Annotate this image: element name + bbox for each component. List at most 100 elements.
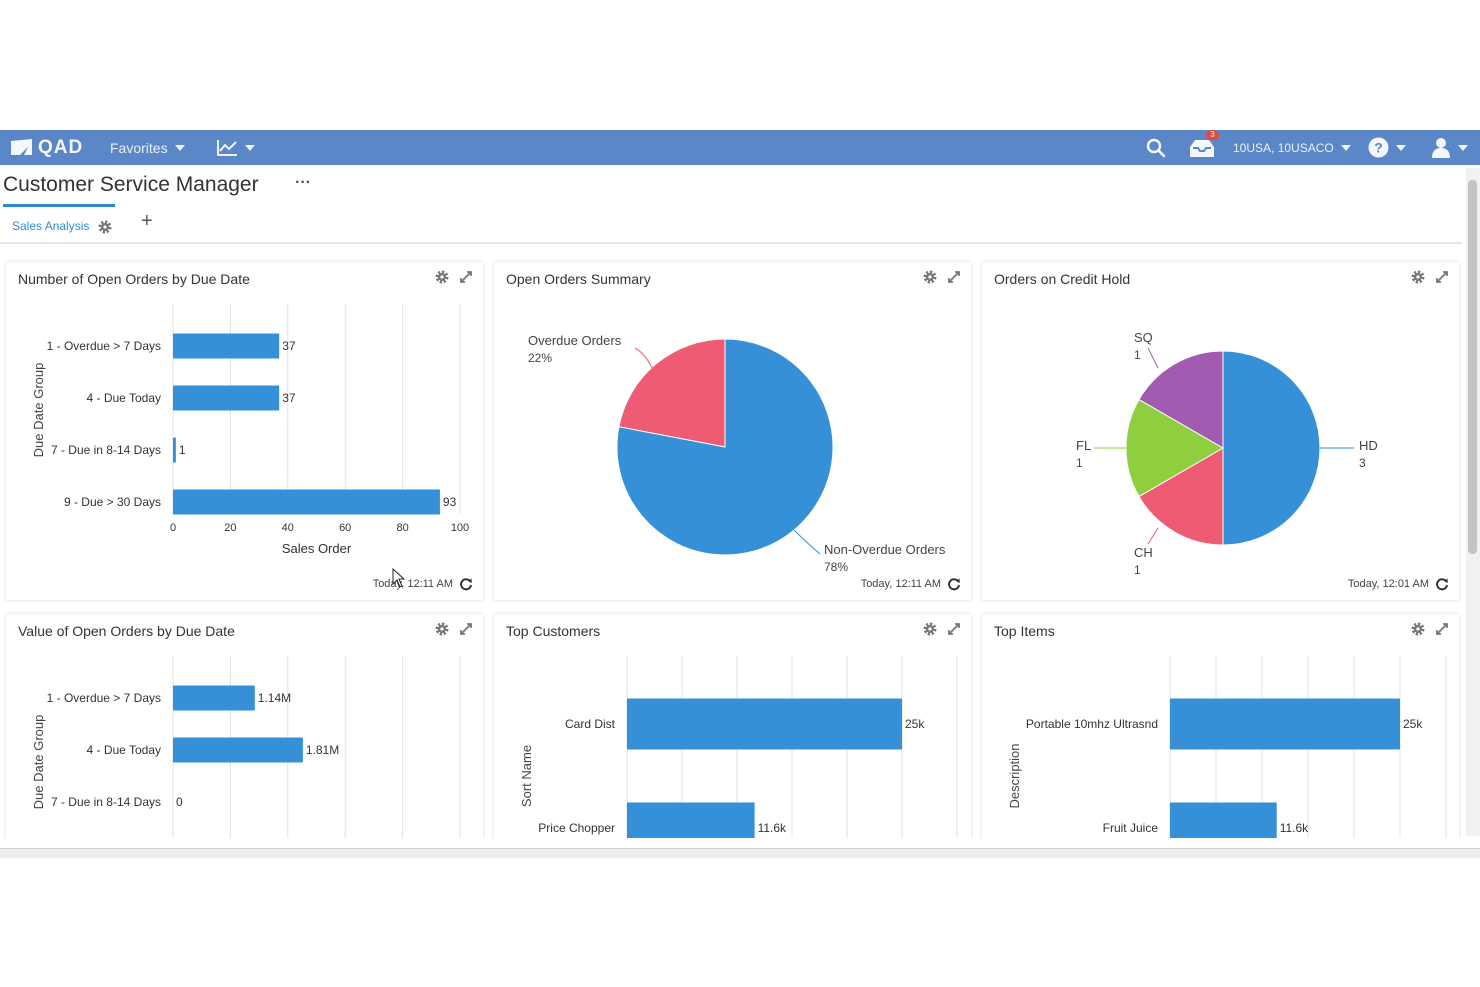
vertical-scrollbar[interactable] xyxy=(1466,168,1480,836)
gear-icon[interactable] xyxy=(98,220,112,234)
value-open-orders-bar-chart: 1 - Overdue > 7 Days 1.14M 4 - Due Today 1.… xyxy=(31,656,461,838)
user-menu[interactable] xyxy=(1431,130,1468,165)
help-icon: ? xyxy=(1368,137,1389,158)
horizontal-scrollbar[interactable] xyxy=(0,848,1480,858)
data-label: 93 xyxy=(443,495,457,509)
category-label: 7 - Due in 8-14 Days xyxy=(51,795,161,809)
entity-selector[interactable]: 10USA, 10USACO xyxy=(1233,130,1351,165)
slice-value: 1 xyxy=(1076,456,1083,470)
open-orders-bar-chart: 1 - Overdue > 7 Days 37 4 - Due Today 37 7 -… xyxy=(31,304,469,556)
category-label: 4 - Due Today xyxy=(87,743,162,757)
x-axis-label: Sales Order xyxy=(282,541,352,556)
widget-top-items: Top Items Portable 10mhz Ultrasnd 25k Frui… xyxy=(982,614,1459,838)
scrollbar-thumb[interactable] xyxy=(1468,180,1477,554)
expand-icon[interactable] xyxy=(947,270,961,284)
slice-value: 22% xyxy=(528,351,552,365)
tab-sales-analysis[interactable]: Sales Analysis xyxy=(3,204,115,243)
favorites-label: Favorites xyxy=(110,139,168,156)
favorites-menu[interactable]: Favorites xyxy=(110,130,185,165)
category-label: Card Dist xyxy=(565,717,616,731)
y-axis-label: Due Date Group xyxy=(31,363,46,458)
slice-label: Non-Overdue Orders xyxy=(824,542,946,557)
data-label: 1 xyxy=(179,443,186,457)
add-tab-button[interactable]: + xyxy=(141,210,153,232)
bar xyxy=(173,737,303,763)
app-window: QAD Favorites 3 10USA, 1 xyxy=(0,130,1480,858)
widget-top-customers: Top Customers Card Dist 25k Price Chopper 1… xyxy=(494,614,971,838)
mouse-cursor-icon xyxy=(392,568,406,588)
data-label: 11.6k xyxy=(758,821,787,835)
widget-title: Number of Open Orders by Due Date xyxy=(18,271,250,287)
search-button[interactable] xyxy=(1146,130,1166,165)
gear-icon[interactable] xyxy=(923,622,937,636)
dashboard-content: Number of Open Orders by Due Date 1 - Ov… xyxy=(0,248,1466,838)
pie-slice xyxy=(1125,398,1224,498)
slice-label: Overdue Orders xyxy=(528,333,622,348)
bar xyxy=(173,685,255,711)
logo-text: QAD xyxy=(38,136,84,158)
y-axis-label: Due Date Group xyxy=(31,715,46,810)
leader-line xyxy=(793,529,821,555)
tick-label: 20 xyxy=(224,522,236,534)
expand-icon[interactable] xyxy=(1435,270,1449,284)
qad-logo-icon xyxy=(11,138,32,155)
tab-label: Sales Analysis xyxy=(12,219,90,233)
data-label: 1.14M xyxy=(258,691,291,705)
qad-logo[interactable]: QAD xyxy=(10,130,83,165)
inbox-icon xyxy=(1190,139,1214,157)
bar xyxy=(1170,802,1277,838)
help-menu[interactable]: ? xyxy=(1368,130,1406,165)
gear-icon[interactable] xyxy=(923,270,937,284)
category-label: 1 - Overdue > 7 Days xyxy=(47,339,161,353)
analytics-menu[interactable] xyxy=(216,130,255,165)
bar xyxy=(627,698,902,750)
top-customers-bar-chart: Card Dist 25k Price Chopper 11.6k Sort Name xyxy=(519,656,958,838)
data-label: 11.6k xyxy=(1280,821,1309,835)
more-options-button[interactable]: ··· xyxy=(295,174,311,191)
tick-label: 0 xyxy=(170,522,176,534)
tick-label: 100 xyxy=(451,522,469,534)
chevron-down-icon xyxy=(1396,144,1406,151)
last-updated: Today, 12:01 AM xyxy=(1347,578,1429,590)
pie-slice xyxy=(1138,447,1224,546)
bar xyxy=(627,802,755,838)
gear-icon[interactable] xyxy=(1411,270,1425,284)
bar xyxy=(173,489,440,515)
pie-slice xyxy=(1138,350,1224,449)
refresh-icon[interactable] xyxy=(947,577,961,591)
category-label: 7 - Due in 8-14 Days xyxy=(51,443,161,457)
slice-label: CH xyxy=(1134,545,1153,560)
gear-icon[interactable] xyxy=(1411,622,1425,636)
tick-label: 40 xyxy=(282,522,294,534)
data-label: 25k xyxy=(905,717,925,731)
widget-open-orders-by-due-date: Number of Open Orders by Due Date 1 - Ov… xyxy=(6,262,483,600)
refresh-icon[interactable] xyxy=(1435,577,1449,591)
y-axis-label: Sort Name xyxy=(519,745,534,807)
expand-icon[interactable] xyxy=(947,622,961,636)
pie-slice xyxy=(1222,350,1321,546)
entity-label: 10USA, 10USACO xyxy=(1233,140,1334,155)
page-title: Customer Service Manager xyxy=(3,173,259,196)
open-orders-pie-chart: Overdue Orders 22% Non-Overdue Orders 78% xyxy=(528,333,946,574)
bar xyxy=(173,333,280,359)
expand-icon[interactable] xyxy=(1435,622,1449,636)
last-updated: Today, 12:11 AM xyxy=(372,578,453,590)
tick-label: 80 xyxy=(396,522,408,534)
leader-line xyxy=(634,347,655,373)
widget-title: Orders on Credit Hold xyxy=(994,271,1131,287)
expand-icon[interactable] xyxy=(459,622,473,636)
slice-value: 1 xyxy=(1134,348,1141,362)
gear-icon[interactable] xyxy=(435,270,449,284)
category-label: 9 - Due > 30 Days xyxy=(64,495,161,509)
bar xyxy=(173,385,280,411)
widget-title: Top Customers xyxy=(506,623,601,639)
expand-icon[interactable] xyxy=(459,270,473,284)
gear-icon[interactable] xyxy=(435,622,449,636)
inbox-button[interactable] xyxy=(1188,130,1216,165)
y-axis-label: Description xyxy=(1007,743,1022,808)
line-chart-icon xyxy=(217,139,237,156)
data-label: 37 xyxy=(282,391,296,405)
user-icon xyxy=(1432,138,1450,158)
refresh-icon[interactable] xyxy=(459,577,473,591)
data-label: 37 xyxy=(282,339,296,353)
